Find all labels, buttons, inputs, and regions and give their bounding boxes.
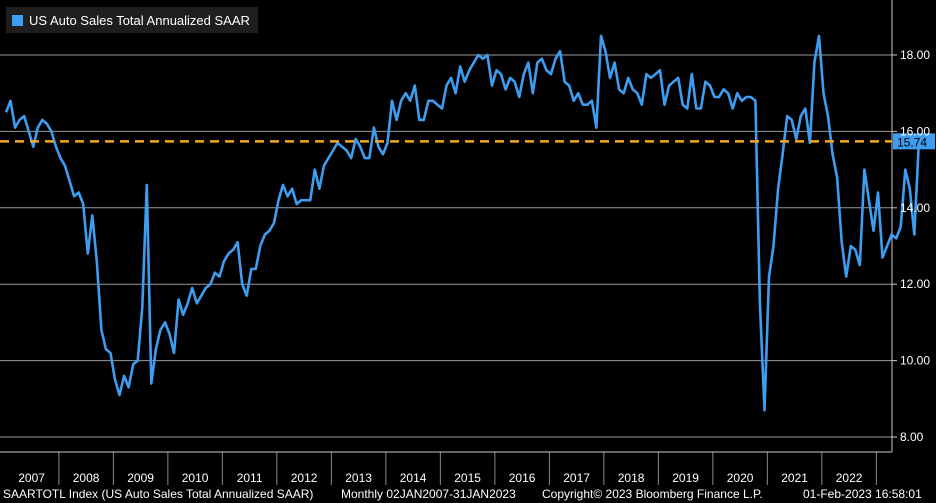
footer-timestamp: 01-Feb-2023 16:58:01: [803, 487, 922, 501]
x-tick-labels: 2007 2008 2009 2010 2011 2012 2013 2014 2015 2016…: [18, 471, 863, 485]
legend-swatch: [12, 14, 23, 26]
legend: US Auto Sales Total Annualized SAAR: [6, 7, 258, 33]
y-tick-label: 14.00: [900, 201, 930, 215]
y-tick-label: 16.00: [900, 124, 930, 138]
footer-ticker: SAARTOTL Index (US Auto Sales Total Annu…: [3, 487, 314, 501]
x-tick-label: 2018: [618, 471, 645, 485]
x-tick-label: 2011: [237, 471, 263, 485]
x-tick-label: 2022: [836, 471, 863, 485]
x-tick-label: 2014: [400, 471, 427, 485]
x-tick-label: 2020: [727, 471, 754, 485]
line-chart: 15.74 8.00 10.00 12.00 14.00 16.00 18.00 2007…: [0, 0, 935, 485]
y-tick-label: 12.00: [900, 277, 930, 291]
y-tick-labels: 8.00 10.00 12.00 14.00 16.00 18.00: [900, 48, 930, 444]
footer-bar: SAARTOTL Index (US Auto Sales Total Annu…: [0, 485, 936, 503]
x-tick-label: 2019: [672, 471, 699, 485]
x-tick-label: 2012: [291, 471, 318, 485]
axes: [0, 0, 897, 453]
x-tick-label: 2017: [563, 471, 590, 485]
x-tick-label: 2013: [345, 471, 372, 485]
footer-range: Monthly 02JAN2007-31JAN2023: [341, 487, 516, 501]
x-tick-label: 2021: [781, 471, 808, 485]
last-value-tag: [893, 133, 935, 150]
x-tick-label: 2015: [454, 471, 481, 485]
legend-label: US Auto Sales Total Annualized SAAR: [29, 12, 250, 28]
series-line: [4, 34, 921, 412]
y-tick-label: 18.00: [900, 48, 930, 62]
reference-line-layer: 15.74: [0, 133, 935, 150]
x-tick-label: 2007: [18, 471, 45, 485]
x-tick-label: 2009: [127, 471, 154, 485]
y-tick-label: 10.00: [900, 354, 930, 368]
x-tick-label: 2010: [182, 471, 209, 485]
series-layer: [4, 34, 921, 412]
last-value-label: 15.74: [897, 135, 927, 149]
footer-copyright: Copyright© 2023 Bloomberg Finance L.P.: [542, 487, 763, 501]
x-grid-lines: [58, 452, 877, 485]
x-tick-label: 2016: [509, 471, 536, 485]
x-tick-label: 2008: [73, 471, 100, 485]
y-tick-label: 8.00: [900, 430, 924, 444]
